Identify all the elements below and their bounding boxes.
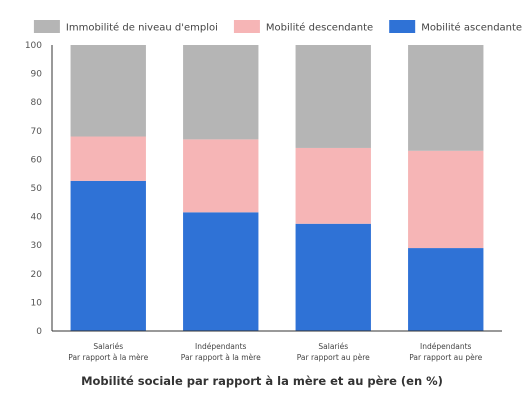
bar-segment	[70, 45, 146, 137]
x-tick-label: Par rapport à la mère	[181, 353, 261, 362]
legend-swatch	[389, 20, 416, 33]
bar-segment	[408, 150, 484, 249]
y-tick-label: 50	[31, 184, 43, 194]
bar-segment	[183, 45, 259, 140]
y-tick-label: 100	[25, 41, 42, 51]
y-tick-label: 60	[31, 155, 43, 165]
y-tick-label: 80	[31, 98, 43, 108]
legend-swatch	[233, 20, 260, 33]
bar-segment	[183, 212, 259, 331]
stacked-bar-chart: Immobilité de niveau d'emploi Mobilité de…	[25, 20, 522, 362]
bars	[70, 45, 484, 331]
x-tick-label: Salariés	[318, 342, 348, 351]
y-tick-label: 40	[31, 213, 43, 223]
chart-title: Mobilité sociale par rapport à la mère e…	[81, 374, 443, 388]
bar-segment	[70, 136, 146, 181]
y-tick-label: 20	[31, 270, 43, 280]
legend-swatch	[33, 20, 60, 33]
x-tick-label: Par rapport au père	[409, 353, 482, 362]
legend-label: Immobilité de niveau d'emploi	[66, 22, 218, 34]
bar-segment	[408, 45, 484, 151]
y-tick-label: 90	[31, 70, 43, 80]
bar-segment	[408, 248, 484, 331]
bar-segment	[295, 45, 371, 148]
x-tick-label: Par rapport à la mère	[68, 353, 148, 362]
legend: Immobilité de niveau d'emploi Mobilité de…	[33, 20, 522, 34]
y-tick-label: 0	[36, 327, 42, 337]
bar-segment	[295, 223, 371, 331]
x-axis: Salariés Par rapport à la mère Indépendant…	[52, 330, 502, 362]
legend-label: Mobilité descendante	[266, 22, 373, 34]
x-tick-label: Par rapport au père	[297, 353, 370, 362]
legend-label: Mobilité ascendante	[421, 22, 522, 34]
bar-segment	[70, 180, 146, 331]
x-tick-label: Indépendants	[420, 342, 472, 351]
y-tick-label: 30	[31, 241, 43, 251]
y-axis: 0 10 20 30 40 50 60 70 80 90 100	[25, 41, 53, 337]
bar-segment	[183, 139, 259, 213]
y-tick-label: 10	[31, 298, 43, 308]
x-tick-label: Indépendants	[195, 342, 247, 351]
x-tick-label: Salariés	[93, 342, 123, 351]
y-tick-label: 70	[31, 127, 43, 137]
bar-segment	[295, 147, 371, 224]
